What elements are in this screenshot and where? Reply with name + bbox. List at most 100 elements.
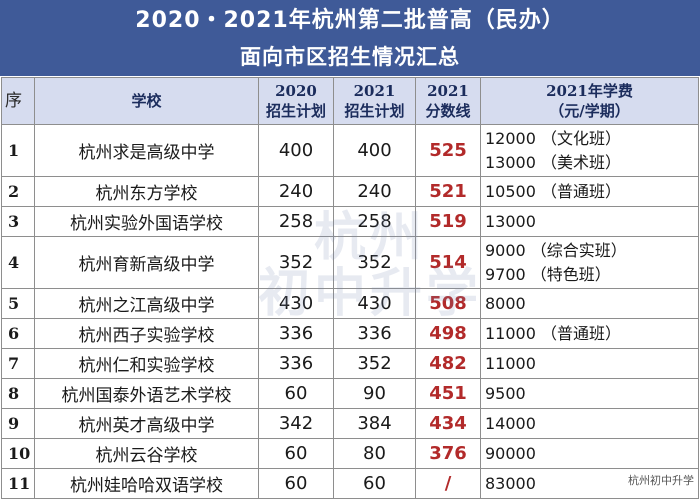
header-plan-2021: 2021 招生计划 [333,77,416,125]
row-plan-2020: 400 [258,124,334,177]
table-row: 2 杭州东方学校 240 240 521 10500 （普通班） [1,176,699,207]
fee-line: 13000 （美术班） [485,152,621,172]
table-row: 11 杭州娃哈哈双语学校 60 60/83000 [1,468,699,499]
row-seq: 2 [1,176,35,207]
header-score-2021-year: 2021 [427,82,469,100]
row-plan-2020: 60 [258,378,334,409]
row-plan-2021: 60 [333,468,416,499]
row-seq: 8 [1,378,35,409]
table-row: 4 杭州育新高级中学 352 352 514 9000 （综合实班） 9700 （特色班） [1,236,699,289]
title-banner: 2020・2021年杭州第二批普高（民办） 面向市区招生情况汇总 [0,0,700,76]
header-school: 学校 [34,77,259,125]
admissions-table: 序 学校 2020 招生计划 2021 招生计划 2021 分数线 2021年学… [1,77,699,499]
fee-line: 11000 （普通班） [485,323,621,343]
row-fee-2021: 9500 [480,378,699,409]
row-fee-2021: 8000 [480,288,699,319]
table-row: 5 杭州之江高级中学 430 430 508 8000 [1,288,699,319]
header-plan-2020-year: 2020 [275,82,317,100]
row-fee-2021: 9000 （综合实班） 9700 （特色班） [480,236,699,289]
table-row: 6 杭州西子实验学校 336 336 498 11000 （普通班） [1,318,699,349]
row-plan-2020: 258 [258,206,334,237]
row-seq: 3 [1,206,35,237]
header-fee-unit: （元/学期） [549,102,630,120]
row-school: 杭州娃哈哈双语学校 [34,468,259,499]
row-plan-2021: 430 [333,288,416,319]
row-school: 杭州国泰外语艺术学校 [34,378,259,409]
row-plan-2020: 336 [258,348,334,379]
row-plan-2020: 240 [258,176,334,207]
row-plan-2021: 352 [333,348,416,379]
row-score-2021: 376 [415,438,481,469]
fee-line: 83000 [485,473,536,493]
row-seq: 10 [1,438,35,469]
header-plan-2020-label: 招生计划 [265,102,326,120]
table-body: 1 杭州求是高级中学 400 400 525 12000 （文化班） 13000 （美术班）… [1,124,699,499]
row-plan-2021: 240 [333,176,416,207]
header-plan-2021-year: 2021 [353,82,396,100]
row-school: 杭州育新高级中学 [34,236,259,289]
fee-line: 9700 （特色班） [485,264,611,284]
row-fee-2021: 12000 （文化班） 13000 （美术班） [480,124,699,177]
row-plan-2020: 352 [258,236,334,289]
fee-line: 14000 [485,413,536,433]
row-score-2021: 451 [415,378,481,409]
row-seq: 4 [1,236,35,289]
row-fee-2021: 13000 [480,206,699,237]
row-school: 杭州云谷学校 [34,438,259,469]
row-school: 杭州仁和实验学校 [34,348,259,379]
table-header-row: 序 学校 2020 招生计划 2021 招生计划 2021 分数线 2021年学… [1,77,699,125]
row-plan-2021: 400 [333,124,416,177]
row-fee-2021: 11000 [480,348,699,379]
header-fee-2021: 2021年学费 （元/学期） [480,77,699,125]
row-plan-2021: 90 [333,378,416,409]
row-fee-2021: 11000 （普通班） [480,318,699,349]
row-plan-2021: 384 [333,408,416,439]
row-fee-2021: 14000 [480,408,699,439]
row-score-2021: 514 [415,236,481,289]
table-row: 1 杭州求是高级中学 400 400 525 12000 （文化班） 13000 （美术班） [1,124,699,177]
row-plan-2021: 80 [333,438,416,469]
fee-line: 12000 （文化班） [485,128,621,148]
table-row: 10 杭州云谷学校 60 80 376 90000 [1,438,699,469]
row-plan-2021: 352 [333,236,416,289]
header-seq: 序 [1,77,35,125]
header-fee-title: 2021年学费 [546,82,633,100]
row-score-2021: 521 [415,176,481,207]
page-subtitle: 面向市区招生情况汇总 [240,45,460,69]
table-row: 8 杭州国泰外语艺术学校 60 90 451 9500 [1,378,699,409]
source-tag: 杭州初中升学 [626,472,696,488]
row-school: 杭州求是高级中学 [34,124,259,177]
fee-line: 9500 [485,383,526,403]
fee-line: 13000 [485,211,536,231]
row-plan-2020: 342 [258,408,334,439]
row-school: 杭州实验外国语学校 [34,206,259,237]
row-plan-2021: 258 [333,206,416,237]
fee-line: 10500 （普通班） [485,181,621,201]
row-school: 杭州英才高级中学 [34,408,259,439]
header-score-2021: 2021 分数线 [415,77,481,125]
row-score-2021: 508 [415,288,481,319]
row-score-2021: 519 [415,206,481,237]
row-plan-2020: 60 [258,468,334,499]
row-seq: 1 [1,124,35,177]
row-score-2021: 498 [415,318,481,349]
header-plan-2021-label: 招生计划 [344,102,405,120]
table-row: 9 杭州英才高级中学 342 384 434 14000 [1,408,699,439]
row-score-2021: 525 [415,124,481,177]
table-row: 3 杭州实验外国语学校 258 258 519 13000 [1,206,699,237]
row-score-2021: 434 [415,408,481,439]
row-seq: 9 [1,408,35,439]
row-fee-2021: 10500 （普通班） [480,176,699,207]
fee-line: 8000 [485,293,526,313]
row-school: 杭州之江高级中学 [34,288,259,319]
table-row: 7 杭州仁和实验学校 336 352 482 11000 [1,348,699,379]
header-score-2021-label: 分数线 [425,102,471,120]
row-school: 杭州西子实验学校 [34,318,259,349]
row-plan-2020: 336 [258,318,334,349]
header-plan-2020: 2020 招生计划 [258,77,334,125]
row-fee-2021: 90000 [480,438,699,469]
row-seq: 11 [1,468,35,499]
row-plan-2020: 60 [258,438,334,469]
row-seq: 5 [1,288,35,319]
fee-line: 90000 [485,443,536,463]
